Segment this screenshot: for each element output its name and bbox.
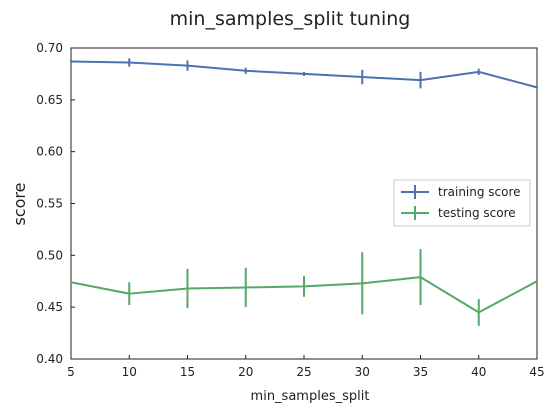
series-layer [70,58,538,326]
chart-title: min_samples_split tuning [170,8,411,30]
x-tick-label: 25 [296,365,311,379]
y-tick-label: 0.50 [36,248,63,262]
x-tick-label: 45 [529,365,544,379]
y-tick-label: 0.70 [36,41,63,55]
legend-entry-testing: testing score [401,206,516,220]
y-axis: 0.40 0.45 0.50 0.55 0.60 0.65 0.70 [36,41,75,366]
x-tick-label: 35 [413,365,428,379]
y-tick-label: 0.45 [36,300,63,314]
y-tick-label: 0.65 [36,93,63,107]
legend-entry-training: training score [401,185,521,199]
x-axis: 5 10 15 20 25 30 35 40 45 [67,355,545,379]
y-tick-label: 0.60 [36,145,63,159]
legend: training score testing score [393,179,531,227]
x-axis-label: min_samples_split [251,389,370,404]
y-tick-label: 0.40 [36,352,63,366]
x-tick-label: 20 [238,365,253,379]
y-axis-label: score [10,183,29,226]
legend-label-testing: testing score [438,206,516,220]
x-tick-label: 10 [122,365,137,379]
x-tick-label: 30 [355,365,370,379]
y-tick-label: 0.55 [36,197,63,211]
x-tick-label: 5 [67,365,75,379]
legend-box [393,179,531,227]
x-tick-label: 40 [471,365,486,379]
x-tick-label: 15 [180,365,195,379]
legend-label-training: training score [438,185,521,199]
